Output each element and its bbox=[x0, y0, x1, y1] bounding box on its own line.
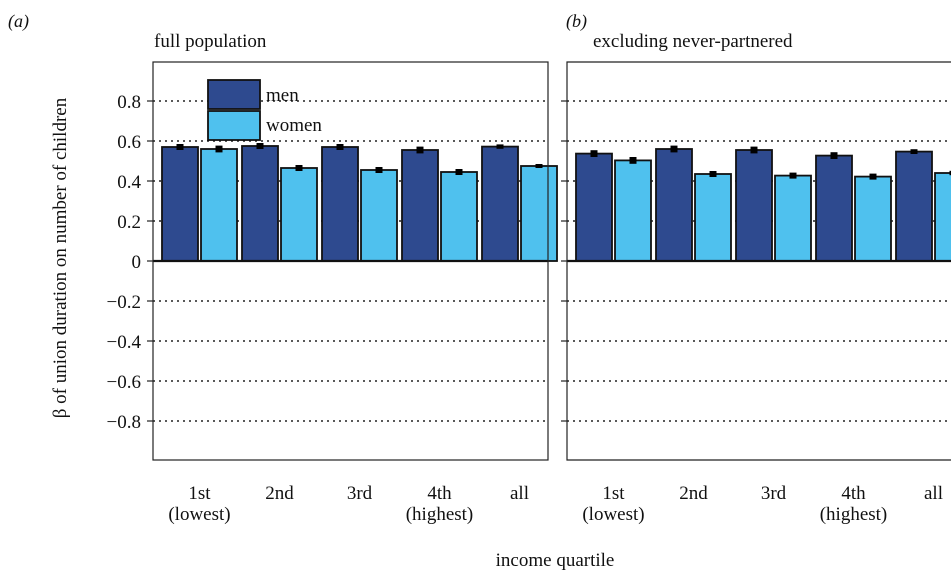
panel-a-x-tick-labels: 1st (lowest) 2nd 3rd 4th (highest) all bbox=[168, 483, 529, 525]
x-tick-label: 1st (lowest) bbox=[582, 483, 644, 525]
x-tick-label: all bbox=[924, 483, 943, 504]
x-tick-label: 4th (highest) bbox=[820, 483, 888, 525]
bar-men-3 bbox=[321, 146, 359, 262]
bar-women-2 bbox=[694, 173, 732, 262]
bar-women-5 bbox=[520, 165, 558, 262]
panel-b-title: excluding never-partnered bbox=[593, 31, 793, 52]
y-tick-label: −0.4 bbox=[107, 332, 142, 353]
bar-men-5 bbox=[895, 150, 933, 262]
y-tick-label: −0.6 bbox=[107, 372, 141, 393]
panel-a-bars bbox=[153, 143, 558, 263]
panel-a: (a) full population 0.8 0.6 0.4 0.2 0 −0.2 −0.… bbox=[8, 11, 558, 525]
legend-label-women: women bbox=[266, 115, 322, 136]
legend-swatch-women bbox=[207, 110, 261, 141]
panel-a-gridlines bbox=[147, 100, 548, 422]
y-tick-label: −0.2 bbox=[107, 292, 141, 313]
x-tick-label: 1st (lowest) bbox=[168, 483, 230, 525]
y-tick-labels: 0.8 0.6 0.4 0.2 0 −0.2 −0.4 −0.6 −0.8 bbox=[107, 92, 142, 433]
panel-b: (b) excluding never-partnered 1st (lowest… bbox=[561, 11, 951, 525]
bar-women-2 bbox=[280, 167, 318, 262]
legend: men women bbox=[207, 79, 322, 141]
bar-men-1 bbox=[575, 152, 613, 262]
y-tick-label: −0.8 bbox=[107, 412, 141, 433]
legend-swatch-men bbox=[207, 79, 261, 110]
panel-b-bars bbox=[567, 145, 951, 263]
bar-men-4 bbox=[401, 149, 439, 262]
panel-a-tag: (a) bbox=[8, 11, 29, 32]
x-axis-label: income quartile bbox=[496, 550, 615, 571]
legend-label-men: men bbox=[266, 85, 299, 106]
bar-women-1 bbox=[614, 159, 652, 262]
panel-b-tag: (b) bbox=[566, 11, 587, 32]
y-tick-label: 0 bbox=[132, 252, 142, 273]
x-tick-label: 3rd bbox=[761, 483, 787, 504]
bar-men-4 bbox=[815, 154, 853, 262]
x-tick-label: 4th (highest) bbox=[406, 483, 474, 525]
bar-women-5 bbox=[934, 172, 951, 262]
bar-men-3 bbox=[735, 149, 773, 262]
bar-women-1 bbox=[200, 148, 238, 262]
bar-women-3 bbox=[774, 174, 812, 262]
bar-women-4 bbox=[440, 171, 478, 262]
y-tick-label: 0.8 bbox=[117, 92, 141, 113]
x-tick-label: 2nd bbox=[265, 483, 294, 504]
bar-men-2 bbox=[241, 145, 279, 262]
bar-men-1 bbox=[161, 146, 199, 262]
y-tick-label: 0.4 bbox=[117, 172, 141, 193]
bar-men-5 bbox=[481, 145, 519, 262]
y-tick-label: 0.2 bbox=[117, 212, 141, 233]
panel-a-title: full population bbox=[154, 31, 267, 52]
x-tick-label: 3rd bbox=[347, 483, 373, 504]
x-tick-label: 2nd bbox=[679, 483, 708, 504]
bar-women-4 bbox=[854, 175, 892, 262]
y-axis-label: β of union duration on number of childre… bbox=[50, 97, 71, 418]
bar-men-2 bbox=[655, 148, 693, 262]
panel-b-frame bbox=[566, 61, 951, 461]
panel-a-frame bbox=[152, 61, 549, 461]
y-tick-label: 0.6 bbox=[117, 132, 141, 153]
bar-women-3 bbox=[360, 169, 398, 262]
x-tick-label: all bbox=[510, 483, 529, 504]
panel-b-x-tick-labels: 1st (lowest) 2nd 3rd 4th (highest) all bbox=[582, 483, 943, 525]
